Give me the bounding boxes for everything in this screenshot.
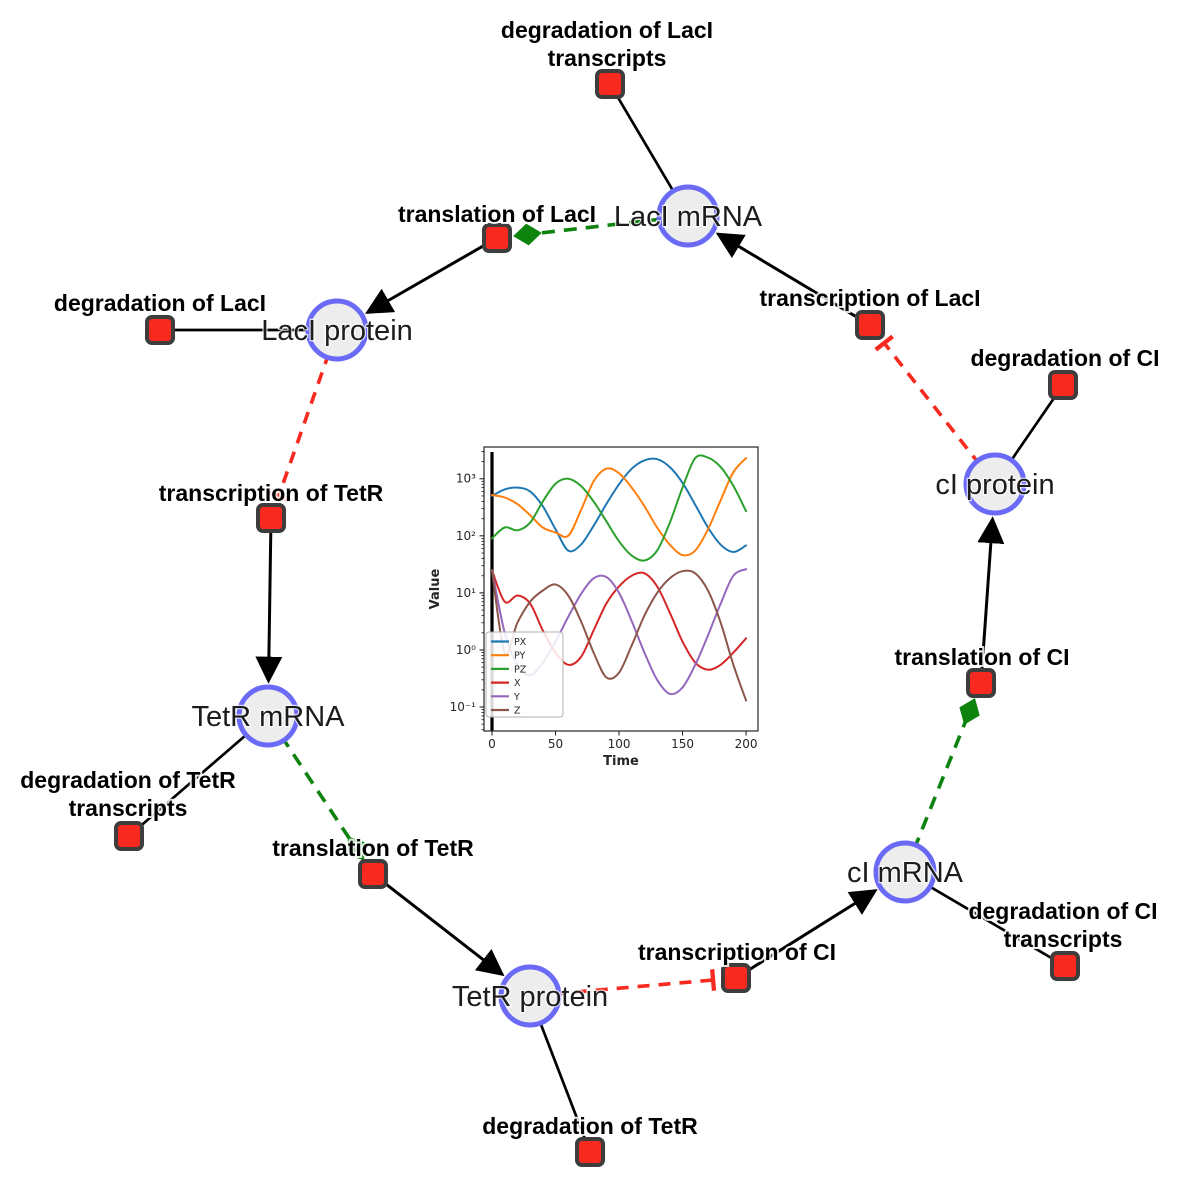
reaction-node-transcr_tetr	[256, 503, 286, 533]
edge-production-transcr_laci-laci_mrna	[715, 232, 871, 327]
y-tick-label: 10⁻¹	[450, 700, 477, 714]
reaction-node-transcr_laci	[855, 310, 885, 340]
reaction-label-deg_laci_transcripts: degradation of LacI transcripts	[501, 17, 713, 71]
species-label-tetr_protein: TetR protein	[452, 981, 608, 1013]
reaction-node-deg_laci	[145, 315, 175, 345]
legend-label-PX: PX	[514, 637, 527, 648]
species-node-laci_mrna	[656, 184, 720, 248]
species-label-tetr_mrna: TetR mRNA	[191, 701, 345, 733]
edge-production-transl_laci-laci_protein	[365, 236, 498, 314]
species-label-ci_mrna: cI mRNA	[847, 857, 964, 889]
species-node-ci_mrna	[873, 840, 937, 904]
edge-modifier-laci_mrna-transl_laci	[513, 216, 665, 246]
edge-production-transl_ci-ci_protein	[977, 516, 1005, 684]
reaction-node-transl_ci	[966, 668, 996, 698]
reaction-label-transl_laci: translation of LacI	[398, 201, 596, 227]
chart-series-PZ	[491, 454, 748, 562]
chart-axes: 0 50 100 150 200 Time 10⁻¹ 10⁰ 10¹ 10² 10³ Value	[428, 446, 759, 769]
species-nodes	[236, 184, 1027, 1028]
species-node-laci_protein	[305, 298, 369, 362]
plot-border	[483, 446, 759, 732]
edge-production-transcr_tetr-tetr_mrna	[255, 517, 283, 684]
y-tick-label: 10¹	[456, 586, 476, 600]
reaction-node-deg_tetr_transcripts	[114, 821, 144, 851]
species-label-laci_mrna: LacI mRNA	[614, 201, 763, 233]
inset-chart: 0 50 100 150 200Time10⁻¹10⁰10¹10²10³ValuePXP…	[428, 446, 759, 769]
y-tick-label: 10³	[456, 472, 476, 486]
edge-production-transl_tetr-tetr_protein	[372, 872, 505, 977]
reaction-node-deg_ci	[1048, 370, 1078, 400]
chart-legend: PX PY PZ XYZ	[485, 631, 564, 718]
reaction-label-transcr_laci: transcription of LacI	[759, 285, 980, 311]
legend-label-PY: PY	[514, 651, 526, 662]
chart-series-X	[491, 569, 748, 671]
reaction-label-deg_ci: degradation of CI	[970, 345, 1159, 371]
x-tick-label: 200	[735, 737, 758, 751]
reaction-label-deg_laci: degradation of LacI	[54, 290, 266, 316]
chart-series-Z	[491, 569, 748, 702]
species-label-laci_protein: LacI protein	[261, 315, 413, 347]
reaction-label-transl_ci: translation of CI	[894, 644, 1069, 670]
x-tick-label: 50	[548, 737, 563, 751]
edge-production-transcr_ci-ci_mrna	[735, 889, 878, 980]
edge-inhibition-ci_protein-transcr_laci	[874, 334, 982, 467]
edge-inhibition-laci_protein-transcr_tetr	[267, 352, 331, 502]
legend-label-Z: Z	[514, 706, 521, 717]
reaction-nodes	[114, 69, 1080, 1167]
legend-label-PZ: PZ	[514, 664, 527, 675]
y-tick-label: 10²	[456, 529, 476, 543]
legend-label-Y: Y	[513, 692, 520, 703]
x-axis-label: Time	[603, 754, 639, 769]
reaction-node-transl_laci	[482, 223, 512, 253]
y-tick-label: 10⁰	[456, 643, 476, 657]
reaction-node-transcr_ci	[721, 963, 751, 993]
y-axis-label: Value	[428, 568, 443, 609]
species-labels: LacI mRNA LacI protein cI protein TetR mRNA…	[190, 200, 1056, 1015]
species-label-ci_protein: cI protein	[935, 469, 1054, 501]
reaction-node-deg_ci_transcripts	[1050, 951, 1080, 981]
reaction-node-transl_tetr	[358, 859, 388, 889]
edge-modifier-ci_mrna-transl_ci	[912, 698, 980, 851]
reaction-label-transl_tetr: translation of TetR	[272, 835, 474, 861]
edge-inhibition-tetr_protein-transcr_ci	[553, 969, 717, 996]
x-tick-label: 100	[608, 737, 631, 751]
species-node-tetr_mrna	[236, 684, 300, 748]
species-node-ci_protein	[963, 452, 1027, 516]
reaction-label-deg_ci_transcripts: degradation of CI transcripts	[968, 898, 1157, 952]
reaction-label-transcr_ci: transcription of CI	[638, 939, 836, 965]
reaction-label-deg_tetr: degradation of TetR	[482, 1113, 698, 1139]
reaction-labels: degradation of LacI transcripts translatio…	[18, 15, 1161, 1141]
chart-series-PX	[491, 457, 748, 554]
legend-label-X: X	[514, 678, 521, 689]
x-tick-label: 150	[671, 737, 694, 751]
reaction-node-deg_tetr	[575, 1137, 605, 1167]
species-node-tetr_protein	[498, 964, 562, 1028]
reaction-label-deg_tetr_transcripts: degradation of TetR transcripts	[20, 767, 236, 821]
edge-modifier-tetr_mrna-transl_tetr	[279, 734, 366, 861]
reaction-label-transcr_tetr: transcription of TetR	[159, 480, 384, 506]
x-tick-label: 0	[488, 737, 496, 751]
reaction-node-deg_laci_transcripts	[595, 69, 625, 99]
